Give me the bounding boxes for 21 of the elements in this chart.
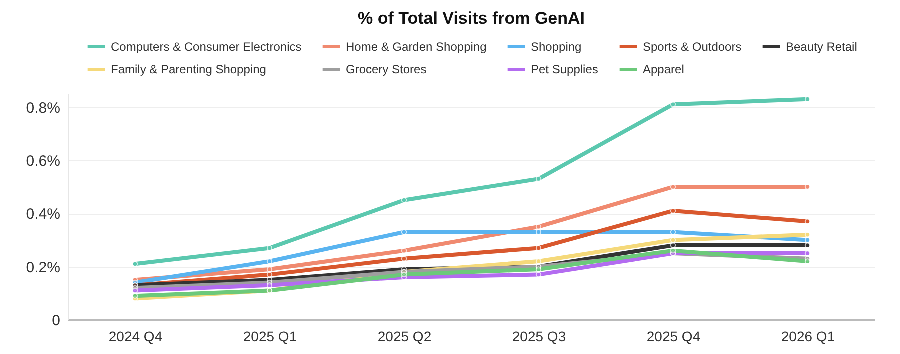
legend-label: Sports & Outdoors [643, 40, 742, 54]
legend-label: Shopping [531, 40, 582, 54]
legend-label: Pet Supplies [531, 62, 598, 76]
legend-label: Home & Garden Shopping [346, 40, 487, 54]
y-tick-label: 0.6% [26, 152, 60, 170]
chart-title: % of Total Visits from GenAI [358, 9, 586, 28]
y-tick-label: 0 [52, 312, 60, 330]
y-tick-label: 0.4% [26, 206, 60, 224]
x-tick-label: 2025 Q1 [243, 328, 298, 344]
legend-label: Computers & Consumer Electronics [111, 40, 302, 54]
x-tick-label: 2025 Q2 [378, 328, 432, 344]
legend-label: Apparel [643, 62, 684, 76]
y-tick-label: 0.2% [26, 259, 60, 276]
legend-label: Family & Parenting Shopping [111, 62, 266, 76]
legend-label: Beauty Retail [786, 40, 858, 54]
legend-label: Grocery Stores [346, 62, 427, 76]
x-tick-label: 2025 Q3 [512, 328, 566, 344]
y-tick-label: 0.8% [26, 100, 60, 117]
x-tick-label: 2026 Q1 [781, 328, 836, 344]
x-tick-label: 2025 Q4 [646, 328, 701, 344]
x-tick-label: 2024 Q4 [108, 328, 163, 344]
